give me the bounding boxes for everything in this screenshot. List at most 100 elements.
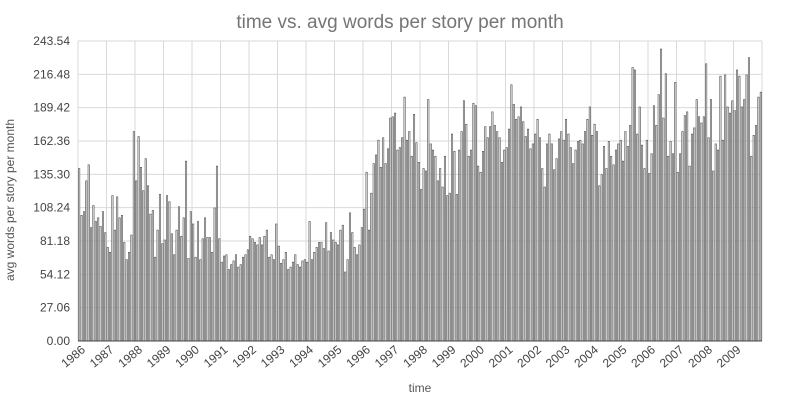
bar	[97, 217, 100, 342]
bar	[396, 149, 399, 342]
bar	[410, 155, 413, 342]
bar	[505, 147, 508, 342]
bar	[465, 123, 468, 342]
bar	[698, 116, 701, 342]
bar	[151, 210, 154, 342]
bar	[375, 154, 378, 342]
bar	[424, 170, 427, 342]
bar	[721, 139, 724, 342]
bar	[284, 252, 287, 342]
bar	[287, 269, 290, 342]
y-tick-labels: 0.00 27.06 54.12 81.18 108.24 135.30 162.36 189…	[33, 34, 70, 348]
bar	[508, 128, 511, 342]
bar	[529, 148, 532, 342]
bar	[111, 195, 114, 342]
bar	[113, 229, 116, 342]
bar	[232, 260, 235, 342]
x-tick-label: 2003	[543, 342, 573, 370]
bar	[493, 125, 496, 342]
bar	[149, 213, 152, 342]
bar	[614, 149, 617, 342]
bar	[99, 226, 102, 342]
bar	[139, 167, 142, 342]
bar	[519, 106, 522, 342]
bar	[403, 96, 406, 342]
bar	[512, 104, 515, 342]
bar	[358, 244, 361, 342]
bar	[367, 229, 370, 342]
bar	[211, 252, 214, 342]
bar	[669, 141, 672, 342]
bar	[132, 131, 135, 342]
bar	[460, 131, 463, 342]
x-tick-label: 1992	[229, 342, 259, 370]
bar	[548, 133, 551, 342]
bar	[166, 195, 169, 342]
bar	[239, 264, 242, 342]
bar	[327, 250, 330, 342]
bar	[308, 221, 311, 342]
bar	[351, 232, 354, 342]
bar	[652, 105, 655, 342]
bar	[128, 252, 131, 342]
bar	[510, 84, 513, 342]
bar	[204, 217, 207, 342]
bar	[142, 190, 145, 342]
bar	[626, 146, 629, 342]
bar	[182, 217, 185, 342]
bar	[299, 266, 302, 342]
bar	[332, 239, 335, 342]
bar	[137, 136, 140, 342]
bar	[622, 160, 625, 342]
bar	[567, 133, 570, 342]
bar	[329, 232, 332, 342]
bar	[344, 271, 347, 342]
bar	[261, 244, 264, 342]
bar	[417, 162, 420, 342]
bar	[688, 165, 691, 342]
y-tick-label: 162.36	[33, 134, 70, 148]
bar	[474, 105, 477, 342]
bar	[679, 153, 682, 342]
x-tick-labels: 1986 1987 1988 1989 1990 1991 1992 1993 1994 1995…	[58, 342, 743, 370]
y-tick-label: 135.30	[33, 167, 70, 181]
bar	[413, 114, 416, 342]
bar	[82, 211, 85, 342]
bar	[491, 111, 494, 342]
bar	[546, 143, 549, 342]
bar	[415, 142, 418, 342]
bar	[690, 133, 693, 342]
bar	[693, 127, 696, 342]
bar	[436, 180, 439, 342]
bar	[581, 143, 584, 342]
bar	[196, 221, 199, 342]
bar	[745, 74, 748, 342]
bar	[382, 137, 385, 342]
bar	[569, 147, 572, 342]
x-tick-label: 2001	[486, 342, 516, 370]
bar	[429, 143, 432, 342]
bar	[650, 153, 653, 342]
bar	[348, 212, 351, 342]
bar	[118, 217, 121, 342]
bar	[135, 180, 138, 342]
bar	[717, 149, 720, 342]
bar	[598, 185, 601, 342]
bar	[755, 125, 758, 342]
y-tick-label: 108.24	[33, 201, 70, 215]
x-tick-label: 1999	[429, 342, 459, 370]
bar	[560, 131, 563, 342]
bar	[251, 238, 254, 342]
bar	[346, 259, 349, 342]
bar	[408, 131, 411, 342]
bar	[434, 155, 437, 342]
bar	[379, 167, 382, 342]
x-tick-label: 1988	[115, 342, 145, 370]
x-tick-label: 2005	[600, 342, 630, 370]
bar	[227, 269, 230, 342]
bar	[187, 258, 190, 342]
bar	[562, 139, 565, 342]
bar	[733, 110, 736, 342]
bar	[719, 75, 722, 342]
